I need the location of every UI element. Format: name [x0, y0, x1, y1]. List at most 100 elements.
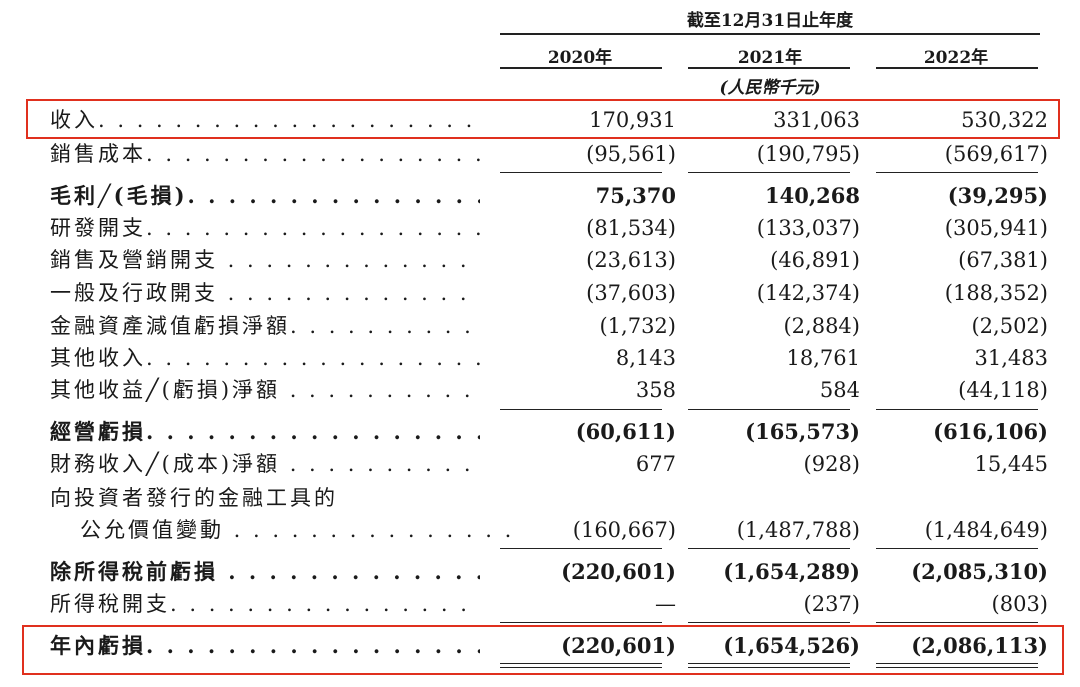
period-underline	[500, 33, 1040, 35]
subtotal-rule	[688, 409, 850, 410]
year-2021-underline	[688, 67, 850, 69]
value-2021: (142,374)	[756, 281, 860, 305]
table-row: 一般及行政開支 . . . . . . . . . . . . . . . . …	[0, 277, 1080, 309]
row-label: 毛利╱(毛損). . . . . . . . . . . . . . . . .…	[50, 183, 480, 208]
table-row: 經營虧損. . . . . . . . . . . . . . . . . . …	[0, 416, 1080, 448]
annual-loss-highlight-box	[22, 625, 1064, 675]
value-2020: (160,667)	[572, 518, 676, 542]
value-2021: (1,654,526)	[723, 633, 860, 658]
revenue-highlight-box	[26, 99, 1060, 139]
value-2021: 140,268	[765, 183, 860, 208]
row-label: 除所得稅前虧損 . . . . . . . . . . . . . . . . …	[50, 559, 480, 584]
table-row: 財務收入╱(成本)淨額 . . . . . . . . . . . . . 67…	[0, 448, 1080, 480]
table-row: 研發開支. . . . . . . . . . . . . . . . . . …	[0, 212, 1080, 244]
total-double-rule	[876, 663, 1038, 668]
year-2020-underline	[500, 67, 662, 69]
value-2022: (803)	[991, 592, 1048, 616]
value-2021: (46,891)	[770, 248, 860, 272]
value-2020: (220,601)	[561, 633, 676, 658]
table-row: 其他收益╱(虧損)淨額 . . . . . . . . . . . . . 35…	[0, 374, 1080, 406]
value-2020: 8,143	[615, 346, 676, 370]
row-label: 一般及行政開支 . . . . . . . . . . . . . . . . …	[50, 281, 480, 305]
value-2021: (2,884)	[783, 314, 860, 338]
table-row: 其他收入. . . . . . . . . . . . . . . . . . …	[0, 342, 1080, 374]
row-label: 金融資產減值虧損淨額. . . . . . . . . . . . . . .	[50, 314, 480, 338]
value-2022: (305,941)	[944, 216, 1048, 240]
row-label: 所得稅開支. . . . . . . . . . . . . . . . . .…	[50, 592, 480, 616]
period-header: 截至12月31日止年度	[686, 11, 854, 31]
value-2020: —	[655, 592, 676, 616]
row-label: 研發開支. . . . . . . . . . . . . . . . . . …	[50, 216, 480, 240]
row-label: 財務收入╱(成本)淨額 . . . . . . . . . . . . .	[50, 452, 480, 476]
value-2020: 358	[635, 378, 676, 402]
value-2022: (2,085,310)	[911, 559, 1048, 584]
value-2022: (569,617)	[944, 142, 1048, 166]
subtotal-rule	[688, 622, 850, 623]
value-2021: (190,795)	[756, 142, 860, 166]
value-2022: (188,352)	[944, 281, 1048, 305]
table-row: 銷售成本. . . . . . . . . . . . . . . . . . …	[0, 138, 1080, 170]
value-2020: (23,613)	[586, 248, 676, 272]
total-double-rule	[500, 663, 662, 668]
year-2022-underline	[876, 67, 1038, 69]
value-2022: 31,483	[974, 346, 1048, 370]
table-row: 收入. . . . . . . . . . . . . . . . . . . …	[0, 104, 1080, 136]
value-2021: 584	[819, 378, 860, 402]
row-label: 其他收益╱(虧損)淨額 . . . . . . . . . . . . .	[50, 378, 480, 402]
value-2022: (67,381)	[958, 248, 1048, 272]
value-2021: (133,037)	[756, 216, 860, 240]
value-2022: (1,484,649)	[924, 518, 1048, 542]
value-2022: (616,106)	[933, 419, 1048, 444]
subtotal-rule	[688, 548, 850, 549]
value-2020: (37,603)	[586, 281, 676, 305]
subtotal-rule	[500, 172, 662, 173]
value-2020: (220,601)	[561, 559, 676, 584]
subtotal-rule	[876, 172, 1038, 173]
subtotal-rule	[876, 622, 1038, 623]
table-row: 銷售及營銷開支 . . . . . . . . . . . . . . . . …	[0, 244, 1080, 276]
value-2022: 530,322	[961, 108, 1048, 132]
value-2021: (1,487,788)	[736, 518, 860, 542]
value-2020: 677	[635, 452, 676, 476]
subtotal-rule	[688, 172, 850, 173]
value-2022: (2,086,113)	[911, 633, 1048, 658]
year-2021-header: 2021年	[737, 48, 803, 68]
table-row: 金融資產減值虧損淨額. . . . . . . . . . . . . . . …	[0, 310, 1080, 342]
table-row: 所得稅開支. . . . . . . . . . . . . . . . . .…	[0, 588, 1080, 620]
value-2020: 170,931	[589, 108, 676, 132]
value-2021: (928)	[803, 452, 860, 476]
row-label: 銷售及營銷開支 . . . . . . . . . . . . . . . . …	[50, 248, 480, 272]
row-label: 年內虧損. . . . . . . . . . . . . . . . . . …	[50, 633, 480, 658]
table-row: 除所得稅前虧損 . . . . . . . . . . . . . . . . …	[0, 556, 1080, 588]
total-double-rule	[688, 663, 850, 668]
value-2020: 75,370	[595, 183, 676, 208]
value-2021: (1,654,289)	[723, 559, 860, 584]
value-2022: (39,295)	[947, 183, 1048, 208]
unit-label: (人民幣千元)	[719, 78, 821, 98]
value-2021: 331,063	[773, 108, 860, 132]
value-2020: (81,534)	[586, 216, 676, 240]
value-2020: (60,611)	[575, 419, 676, 444]
value-2020: (1,732)	[599, 314, 676, 338]
table-row: 毛利╱(毛損). . . . . . . . . . . . . . . . .…	[0, 180, 1080, 212]
table-row: 向投資者發行的金融工具的	[0, 482, 1080, 514]
value-2022: 15,445	[974, 452, 1048, 476]
table-row: 年內虧損. . . . . . . . . . . . . . . . . . …	[0, 630, 1080, 662]
table-row: 公允價值變動 . . . . . . . . . . . . . . . . .…	[0, 514, 1080, 546]
year-2022-header: 2022年	[923, 48, 989, 68]
row-label: 其他收入. . . . . . . . . . . . . . . . . . …	[50, 346, 480, 370]
value-2021: (237)	[803, 592, 860, 616]
value-2021: (165,573)	[745, 419, 860, 444]
row-label: 公允價值變動 . . . . . . . . . . . . . . . . .…	[80, 518, 510, 542]
year-2020-header: 2020年	[547, 48, 613, 68]
row-label: 收入. . . . . . . . . . . . . . . . . . . …	[50, 108, 480, 132]
value-2022: (44,118)	[958, 378, 1048, 402]
subtotal-rule	[876, 409, 1038, 410]
value-2021: 18,761	[786, 346, 860, 370]
subtotal-rule	[500, 409, 662, 410]
row-label: 銷售成本. . . . . . . . . . . . . . . . . . …	[50, 142, 480, 166]
value-2020: (95,561)	[586, 142, 676, 166]
subtotal-rule	[876, 548, 1038, 549]
subtotal-rule	[500, 622, 662, 623]
row-label: 經營虧損. . . . . . . . . . . . . . . . . . …	[50, 419, 480, 444]
